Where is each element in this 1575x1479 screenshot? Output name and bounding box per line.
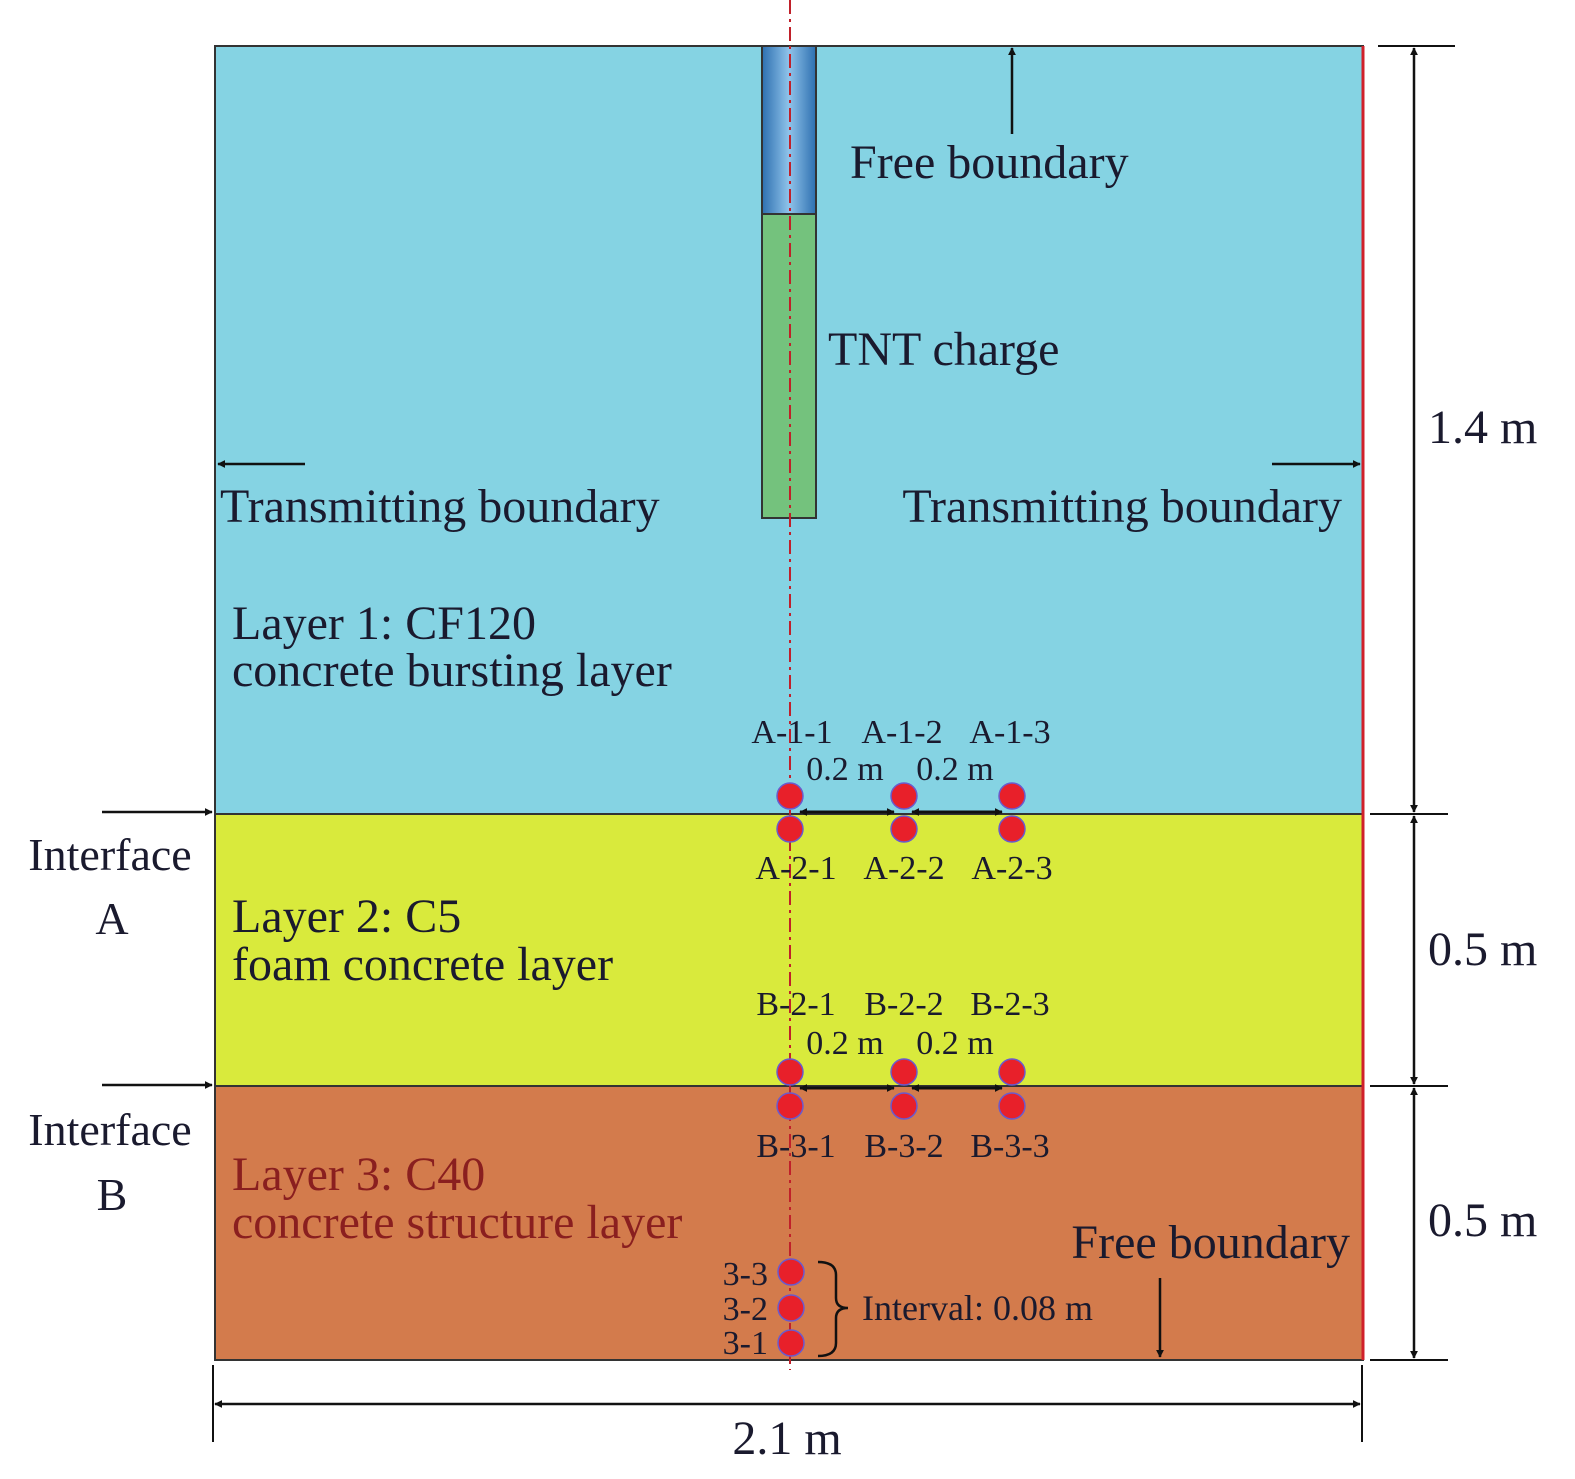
gauge-a-1-2 — [890, 782, 918, 810]
spacing-label-b-2: 0.2 m — [916, 1025, 993, 1062]
gauge-label-b-2-2: B-2-2 — [864, 986, 943, 1023]
gauge-label-3-3: 3-3 — [723, 1256, 768, 1293]
interval-brace — [817, 1260, 849, 1358]
interface-b-letter: B — [97, 1169, 128, 1220]
gauge-label-3-1: 3-1 — [723, 1325, 768, 1362]
gauge-3-3 — [777, 1258, 805, 1286]
dim-label-width: 2.1 m — [732, 1412, 841, 1465]
gauge-label-a-2-1: A-2-1 — [755, 850, 836, 887]
interval-label: Interval: 0.08 m — [862, 1288, 1093, 1328]
layer2-sublabel: foam concrete layer — [232, 938, 613, 991]
gauge-a-2-2 — [890, 815, 918, 843]
gauge-label-b-3-3: B-3-3 — [970, 1128, 1049, 1165]
gauge-label-a-1-1: A-1-1 — [751, 714, 832, 751]
gauge-label-b-2-1: B-2-1 — [756, 986, 835, 1023]
gauge-b-3-2 — [890, 1092, 918, 1120]
gauge-label-a-1-2: A-1-2 — [861, 714, 942, 751]
gauge-b-2-1 — [776, 1058, 804, 1086]
layer1-sublabel: concrete bursting layer — [232, 644, 672, 697]
dim-label-layer2: 0.5 m — [1428, 923, 1537, 976]
gauge-3-2 — [777, 1294, 805, 1322]
gauge-a-1-1 — [776, 782, 804, 810]
gauge-a-2-1 — [776, 815, 804, 843]
gauge-label-a-2-3: A-2-3 — [971, 850, 1052, 887]
gauge-b-3-3 — [998, 1092, 1026, 1120]
dim-label-layer1: 1.4 m — [1428, 401, 1537, 454]
free-boundary-top-label: Free boundary — [850, 136, 1129, 189]
layer2-label: Layer 2: C5 — [232, 890, 461, 943]
spacing-label-a-1: 0.2 m — [806, 751, 883, 788]
transmitting-left-label: Transmitting boundary — [220, 480, 660, 533]
layer1-label: Layer 1: CF120 — [232, 597, 536, 650]
gauge-a-2-3 — [998, 815, 1026, 843]
interface-a-letter: A — [95, 893, 128, 944]
transmitting-right-label: Transmitting boundary — [902, 480, 1342, 533]
stemming — [761, 45, 817, 215]
gauge-label-a-1-3: A-1-3 — [969, 714, 1050, 751]
gauge-label-b-3-2: B-3-2 — [864, 1128, 943, 1165]
layer3-label: Layer 3: C40 — [232, 1148, 485, 1201]
interface-b-label: Interface — [28, 1104, 191, 1155]
gauge-3-1 — [777, 1329, 805, 1357]
free-boundary-bottom-label: Free boundary — [1071, 1216, 1350, 1269]
spacing-label-b-1: 0.2 m — [806, 1025, 883, 1062]
gauge-b-3-1 — [776, 1092, 804, 1120]
gauge-label-3-2: 3-2 — [723, 1291, 768, 1328]
gauge-b-2-3 — [998, 1058, 1026, 1086]
interface-a-label: Interface — [28, 829, 191, 880]
gauge-a-1-3 — [998, 782, 1026, 810]
dim-label-layer3: 0.5 m — [1428, 1194, 1537, 1247]
gauge-label-a-2-2: A-2-2 — [863, 850, 944, 887]
gauge-b-2-2 — [890, 1058, 918, 1086]
gauge-label-b-2-3: B-2-3 — [970, 986, 1049, 1023]
tnt-charge-label: TNT charge — [828, 323, 1059, 376]
layer3-sublabel: concrete structure layer — [232, 1196, 682, 1249]
gauge-label-b-3-1: B-3-1 — [756, 1128, 835, 1165]
spacing-label-a-2: 0.2 m — [916, 751, 993, 788]
